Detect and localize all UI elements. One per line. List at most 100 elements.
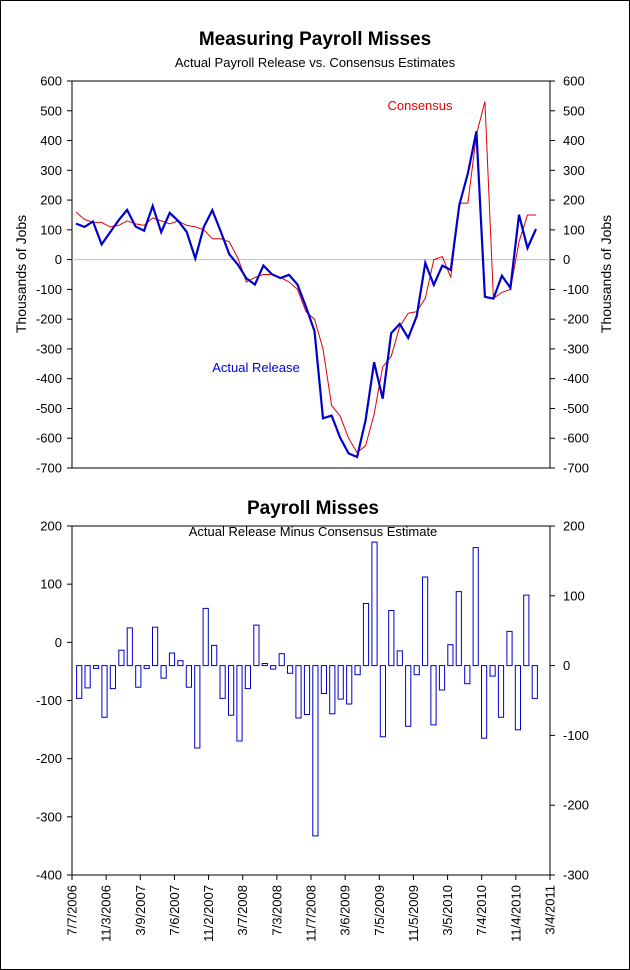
left-y-tick-label: -600 (36, 431, 62, 446)
miss-bar (371, 541, 378, 667)
x-tick-label: 7/7/2006 (65, 885, 80, 936)
bar-left-y-axis: 200 100 0 -100 -200 -300 -400 (36, 519, 72, 883)
bar-chart: Payroll Misses Actual Release Minus Cons… (36, 498, 589, 942)
x-tick-label: 7/6/2007 (167, 885, 182, 936)
miss-bar (143, 665, 150, 669)
bar-right-y-tick-label: -100 (563, 728, 589, 743)
left-y-tick-label: -700 (36, 461, 62, 476)
miss-bar (84, 665, 91, 689)
miss-bar (438, 665, 446, 691)
x-tick-label: 11/2/2007 (201, 885, 216, 942)
miss-bar (396, 650, 403, 667)
miss-bar (194, 665, 201, 749)
date-x-axis: 7/7/2006 11/3/2006 3/9/2007 7/6/2007 11/2/20… (65, 875, 558, 942)
right-y-tick-label: 300 (563, 163, 585, 178)
miss-bar (464, 665, 471, 685)
miss-bar (244, 665, 252, 690)
miss-bar (514, 665, 521, 731)
miss-bar (135, 665, 142, 688)
bar-chart-title: Payroll Misses (247, 498, 379, 519)
miss-bar (287, 665, 294, 674)
miss-bar (413, 665, 420, 676)
miss-bar (219, 665, 226, 699)
x-tick-label: 11/3/2006 (99, 885, 114, 942)
x-tick-label: 11/4/2010 (508, 885, 523, 942)
right-y-tick-label: -100 (563, 282, 589, 297)
left-y-tick-label: -200 (36, 312, 62, 327)
miss-bar (506, 630, 513, 667)
miss-bar (447, 644, 454, 667)
bar-right-y-tick-label: 200 (563, 519, 585, 534)
bar-right-y-axis: 200 100 0 -100 -200 -300 (550, 519, 589, 883)
miss-bar (472, 547, 479, 667)
right-y-tick-label: -500 (563, 401, 589, 416)
left-y-axis-label: Thousands of Jobs (13, 215, 29, 333)
miss-bar (523, 594, 530, 667)
miss-bars (76, 541, 538, 837)
x-tick-label: 3/4/2011 (543, 885, 558, 935)
miss-bar (93, 665, 100, 669)
left-y-tick-label: -100 (36, 282, 62, 297)
left-y-tick-label: 100 (40, 222, 62, 237)
x-tick-label: 7/3/2008 (269, 885, 284, 936)
miss-bar (236, 665, 243, 742)
bar-chart-subtitle: Actual Release Minus Consensus Estimate (189, 524, 438, 539)
miss-bar (253, 624, 260, 667)
miss-bar (101, 665, 108, 718)
miss-bar (422, 576, 429, 667)
miss-bar (261, 663, 268, 667)
miss-bar (278, 653, 285, 667)
right-y-tick-label: -700 (563, 461, 589, 476)
left-y-tick-label: -400 (36, 371, 62, 386)
miss-bar (177, 660, 184, 667)
left-y-tick-label: -300 (36, 341, 62, 356)
left-y-tick-label: 200 (40, 193, 62, 208)
x-tick-label: 3/6/2009 (338, 885, 353, 936)
miss-bar (295, 665, 302, 719)
consensus-annotation: Consensus (387, 98, 453, 113)
bar-left-y-tick-label: -400 (36, 868, 62, 883)
miss-bar (379, 665, 386, 738)
left-y-tick-label: -500 (36, 401, 62, 416)
miss-bar (109, 665, 117, 690)
x-tick-label: 11/7/2008 (304, 885, 319, 942)
bar-left-y-tick-label: 100 (40, 577, 62, 592)
miss-bar (168, 652, 176, 667)
left-y-axis: 600 500 400 300 200 100 0 -100 -200 -300 -400 -500 -… (36, 74, 72, 476)
miss-bar (228, 665, 235, 716)
line-plot-area (71, 80, 551, 469)
miss-bar (303, 665, 311, 715)
miss-bar (388, 610, 395, 667)
miss-bar (329, 665, 336, 715)
x-tick-label: 7/5/2009 (372, 885, 387, 936)
line-chart-title: Measuring Payroll Misses (199, 29, 431, 50)
bar-left-y-tick-label: -100 (36, 693, 62, 708)
miss-bar (531, 665, 538, 699)
bar-right-y-tick-label: -300 (563, 868, 589, 883)
line-chart: Measuring Payroll Misses Actual Payroll … (13, 29, 614, 476)
miss-bar (160, 665, 167, 679)
miss-bar (185, 665, 193, 688)
bar-right-y-tick-label: 0 (563, 658, 570, 673)
x-tick-label: 3/9/2007 (133, 885, 148, 936)
miss-bar (405, 665, 412, 727)
right-y-tick-label: -300 (563, 341, 589, 356)
left-y-tick-label: 400 (40, 133, 62, 148)
right-y-tick-label: 100 (563, 222, 585, 237)
miss-bar (320, 665, 327, 694)
miss-bar (337, 665, 344, 700)
miss-bar (497, 665, 505, 718)
right-y-tick-label: -400 (563, 371, 589, 386)
miss-bar (126, 627, 133, 667)
right-y-tick-label: 200 (563, 193, 585, 208)
bar-left-y-tick-label: 0 (55, 635, 62, 650)
right-y-tick-label: 500 (563, 103, 585, 118)
left-y-tick-label: 300 (40, 163, 62, 178)
bar-left-y-tick-label: -200 (36, 751, 62, 766)
actual-release-annotation: Actual Release (212, 360, 299, 375)
miss-bar (362, 603, 370, 667)
right-y-axis: 600 500 400 300 200 100 0 -100 -200 -300 -400 -500 -… (550, 74, 589, 476)
miss-bar (489, 665, 496, 677)
x-tick-label: 3/5/2010 (440, 885, 455, 936)
